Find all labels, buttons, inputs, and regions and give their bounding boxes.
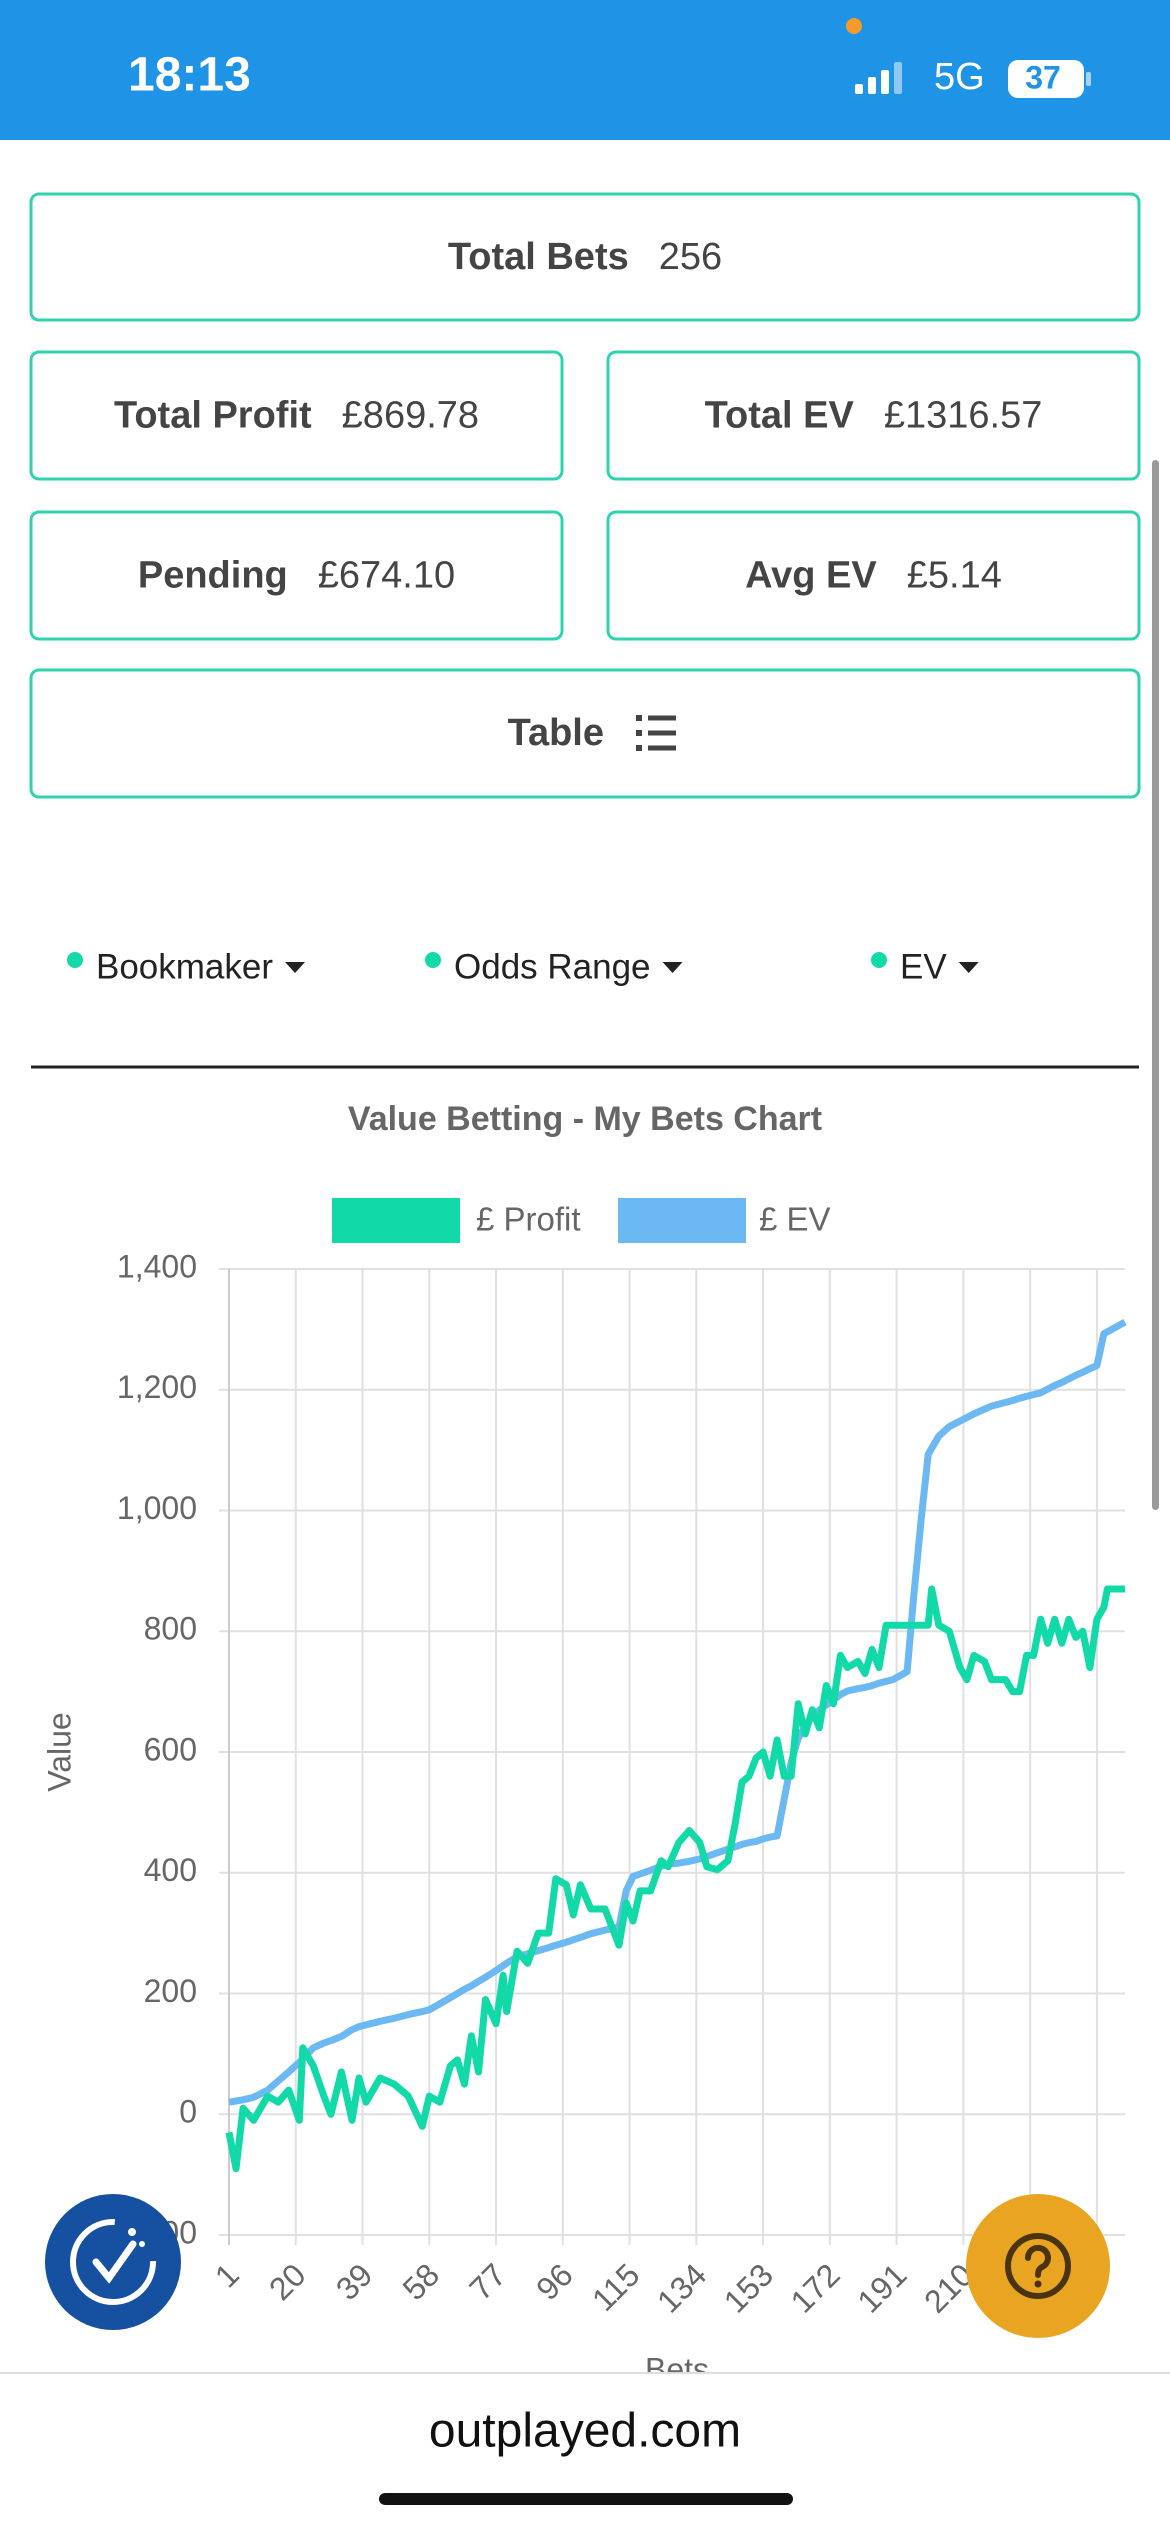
url: outplayed.com <box>429 2405 741 2458</box>
battery-cap <box>1086 72 1091 86</box>
filter-label: Odds Range <box>454 947 651 986</box>
y-tick-label: 200 <box>144 1973 197 2009</box>
stat-text: Total Bets 256 <box>448 236 722 278</box>
x-tick-label: 134 <box>650 2256 713 2319</box>
stat-label: Avg EV <box>745 555 877 597</box>
stat-text: Total EV £1316.57 <box>705 395 1043 437</box>
stat-label: Total EV <box>705 395 855 437</box>
stat-value: £869.78 <box>342 395 479 437</box>
stat-card <box>29 192 1141 322</box>
filter-label: Bookmaker <box>96 947 273 986</box>
legend-label: £ EV <box>759 1201 831 1238</box>
stat-value: 256 <box>659 236 722 278</box>
list-icon-dot <box>636 715 642 721</box>
y-tick-label: 600 <box>144 1731 197 1767</box>
stat-text: Total Profit £869.78 <box>114 395 479 437</box>
legend-label: £ Profit <box>476 1201 581 1238</box>
dropdown-caret[interactable] <box>958 962 979 973</box>
list-icon-dot <box>636 745 642 751</box>
filter-dot <box>425 952 441 968</box>
x-tick-label: 1 <box>208 2256 246 2294</box>
y-tick-label: 1,200 <box>117 1369 197 1405</box>
list-icon-dot <box>636 730 642 736</box>
stat-card <box>606 510 1141 641</box>
status-bar <box>0 0 1170 140</box>
series-line <box>228 1319 1127 2106</box>
stat-label: Pending <box>138 555 288 597</box>
x-tick-label: 172 <box>784 2256 847 2319</box>
dropdown-caret[interactable] <box>662 962 683 973</box>
list-icon-bar <box>648 745 676 751</box>
footer <box>0 2373 1170 2532</box>
table-button[interactable] <box>29 668 1141 799</box>
stat-card <box>29 350 564 481</box>
filter-dot <box>67 952 83 968</box>
battery-level: 37 <box>1025 59 1061 95</box>
scrollbar <box>1152 460 1159 1510</box>
filter-label: EV <box>900 947 947 986</box>
chart-title: Value Betting - My Bets Chart <box>348 1100 822 1138</box>
y-tick-label: 800 <box>144 1611 197 1647</box>
status-time: 18:13 <box>128 49 251 102</box>
dropdown-caret[interactable] <box>285 962 306 973</box>
legend-swatch <box>332 1198 460 1243</box>
x-tick-label: 58 <box>396 2256 447 2307</box>
stat-text: Avg EV £5.14 <box>745 555 1002 597</box>
signal-icon <box>855 62 902 94</box>
privacy-dot <box>846 18 862 34</box>
list-icon-bar <box>648 730 676 736</box>
x-tick-label: 191 <box>850 2256 913 2319</box>
y-axis-title: Value <box>41 1712 77 1791</box>
y-tick-label: 400 <box>144 1852 197 1888</box>
x-tick-label: 153 <box>717 2256 780 2319</box>
battery <box>1008 60 1084 98</box>
stat-label: Total Bets <box>448 236 629 278</box>
stat-card <box>606 350 1141 481</box>
stat-text: Pending £674.10 <box>138 555 455 597</box>
stat-label: Total Profit <box>114 395 312 437</box>
network-label: 5G <box>934 56 985 98</box>
cookie-button[interactable] <box>45 2194 181 2330</box>
x-tick-label: 77 <box>462 2256 513 2307</box>
legend-swatch <box>618 1198 746 1243</box>
x-tick-label: 20 <box>262 2256 313 2307</box>
stat-value: £1316.57 <box>884 395 1043 437</box>
list-icon-bar <box>648 715 676 721</box>
x-tick-label: 96 <box>529 2256 580 2307</box>
x-tick-label: 39 <box>329 2256 380 2307</box>
stat-value: £5.14 <box>907 555 1002 597</box>
content: Total Bets 256 Total Profit £869.78 Total EV… <box>29 192 1141 2387</box>
home-indicator <box>379 2493 793 2505</box>
y-tick-label: 1,000 <box>117 1490 197 1526</box>
table-label: Table <box>508 712 604 754</box>
help-button[interactable] <box>966 2194 1110 2338</box>
y-tick-label: 1,400 <box>117 1248 197 1284</box>
x-tick-label: 115 <box>585 2256 647 2318</box>
filter-dot <box>871 952 887 968</box>
y-tick-label: 0 <box>179 2094 197 2130</box>
series-line <box>225 1585 1125 2173</box>
stat-value: £674.10 <box>318 555 455 597</box>
stat-card <box>29 510 564 641</box>
